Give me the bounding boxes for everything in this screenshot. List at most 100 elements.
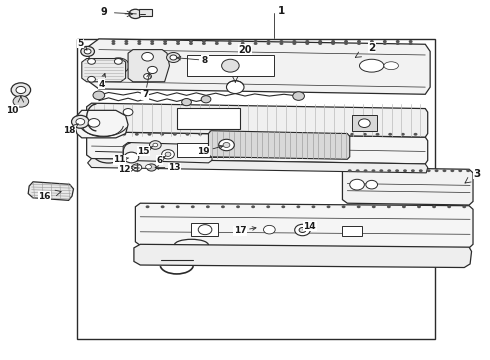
Circle shape (357, 205, 361, 208)
Text: 14: 14 (303, 222, 316, 231)
Circle shape (88, 59, 96, 64)
Circle shape (88, 76, 96, 82)
Circle shape (137, 42, 141, 45)
Circle shape (370, 40, 374, 43)
Circle shape (147, 66, 157, 73)
Circle shape (350, 179, 365, 190)
Circle shape (241, 42, 245, 45)
Circle shape (266, 205, 270, 208)
Circle shape (249, 133, 253, 136)
Text: 20: 20 (238, 45, 252, 55)
Circle shape (124, 42, 128, 45)
Circle shape (163, 42, 167, 45)
Bar (187, 55, 274, 76)
Circle shape (331, 42, 335, 45)
Bar (343, 226, 362, 237)
Circle shape (176, 40, 180, 43)
Circle shape (305, 40, 309, 43)
Circle shape (305, 42, 309, 45)
Circle shape (198, 225, 212, 235)
Text: 19: 19 (197, 145, 223, 156)
Circle shape (318, 42, 322, 45)
Circle shape (262, 133, 266, 136)
Bar (139, 9, 152, 17)
Circle shape (146, 165, 151, 169)
Bar (352, 115, 376, 131)
Text: 11: 11 (113, 155, 129, 164)
Text: 8: 8 (177, 56, 208, 65)
Circle shape (357, 42, 361, 45)
Circle shape (254, 40, 258, 43)
Circle shape (363, 133, 367, 136)
Text: 15: 15 (137, 147, 153, 156)
Polygon shape (74, 111, 128, 138)
Circle shape (318, 40, 322, 43)
Circle shape (411, 169, 415, 172)
Circle shape (325, 133, 329, 136)
Circle shape (150, 42, 154, 45)
Circle shape (163, 40, 167, 43)
Circle shape (401, 133, 405, 136)
Circle shape (142, 53, 153, 61)
Circle shape (241, 40, 245, 43)
Circle shape (162, 150, 174, 159)
Circle shape (150, 40, 154, 43)
Circle shape (135, 133, 139, 136)
Circle shape (93, 91, 105, 100)
Circle shape (88, 118, 100, 127)
Circle shape (396, 40, 400, 43)
Circle shape (450, 169, 454, 172)
Circle shape (395, 169, 399, 172)
Circle shape (97, 133, 101, 136)
Circle shape (312, 133, 316, 136)
Circle shape (219, 139, 234, 151)
Circle shape (153, 143, 158, 147)
Circle shape (403, 169, 407, 172)
Circle shape (350, 133, 354, 136)
Circle shape (383, 40, 387, 43)
Circle shape (186, 133, 190, 136)
Text: 1: 1 (278, 6, 285, 16)
Circle shape (366, 180, 377, 189)
Text: 10: 10 (6, 106, 18, 115)
Circle shape (84, 49, 91, 54)
Ellipse shape (360, 59, 384, 72)
Circle shape (299, 228, 306, 233)
Circle shape (388, 133, 392, 136)
Circle shape (387, 169, 391, 172)
Circle shape (267, 40, 270, 43)
Circle shape (189, 40, 193, 43)
Polygon shape (134, 244, 471, 267)
Text: 9: 9 (100, 7, 107, 17)
Circle shape (124, 40, 128, 43)
Text: 2: 2 (368, 43, 375, 53)
Circle shape (211, 133, 215, 136)
Circle shape (223, 143, 230, 148)
Circle shape (160, 133, 164, 136)
Circle shape (287, 133, 291, 136)
Circle shape (417, 205, 421, 208)
Circle shape (466, 169, 470, 172)
Circle shape (226, 81, 244, 94)
Circle shape (170, 55, 177, 60)
Circle shape (191, 205, 195, 208)
Circle shape (228, 42, 232, 45)
Circle shape (375, 133, 379, 136)
Circle shape (215, 40, 219, 43)
Bar (177, 108, 240, 129)
Text: 16: 16 (38, 192, 50, 201)
Circle shape (364, 169, 368, 172)
Polygon shape (82, 59, 125, 82)
Text: 12: 12 (119, 165, 131, 174)
Text: 5: 5 (78, 39, 87, 50)
Circle shape (383, 42, 387, 45)
Circle shape (144, 73, 151, 79)
Circle shape (167, 53, 180, 63)
Circle shape (129, 9, 142, 18)
Circle shape (267, 42, 270, 45)
Text: 13: 13 (155, 163, 181, 172)
Circle shape (146, 205, 149, 208)
Circle shape (16, 86, 26, 94)
Circle shape (326, 205, 330, 208)
Circle shape (357, 40, 361, 43)
